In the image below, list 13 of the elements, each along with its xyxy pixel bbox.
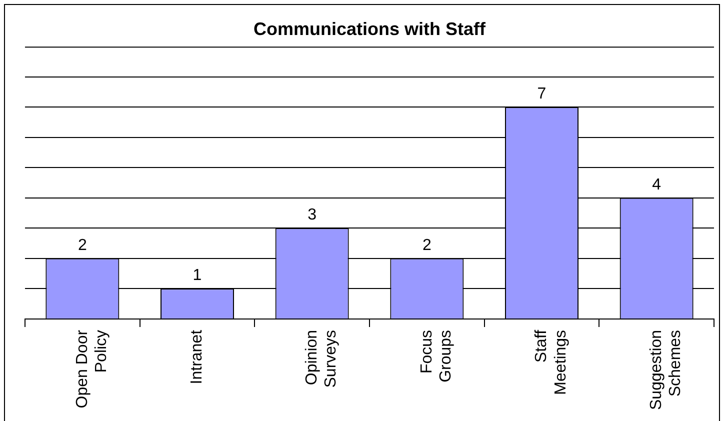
x-tick-label: Staff Meetings (533, 329, 570, 395)
x-tick-label: Opinion Surveys (303, 330, 340, 388)
x-tick-label: Open Door Policy (74, 329, 110, 408)
data-label: 1 (192, 267, 202, 284)
data-label: 3 (308, 206, 317, 224)
x-tick-label: Focus Groups (418, 330, 455, 382)
x-tick-label: Suggestion Schemes (648, 330, 684, 410)
x-tick-label: Intranet (188, 329, 206, 384)
data-label: 2 (422, 236, 432, 254)
data-label: 7 (537, 86, 546, 103)
chart-title: Communications with Staff (253, 18, 487, 39)
data-label: 2 (78, 236, 87, 254)
data-label: 4 (652, 176, 662, 194)
